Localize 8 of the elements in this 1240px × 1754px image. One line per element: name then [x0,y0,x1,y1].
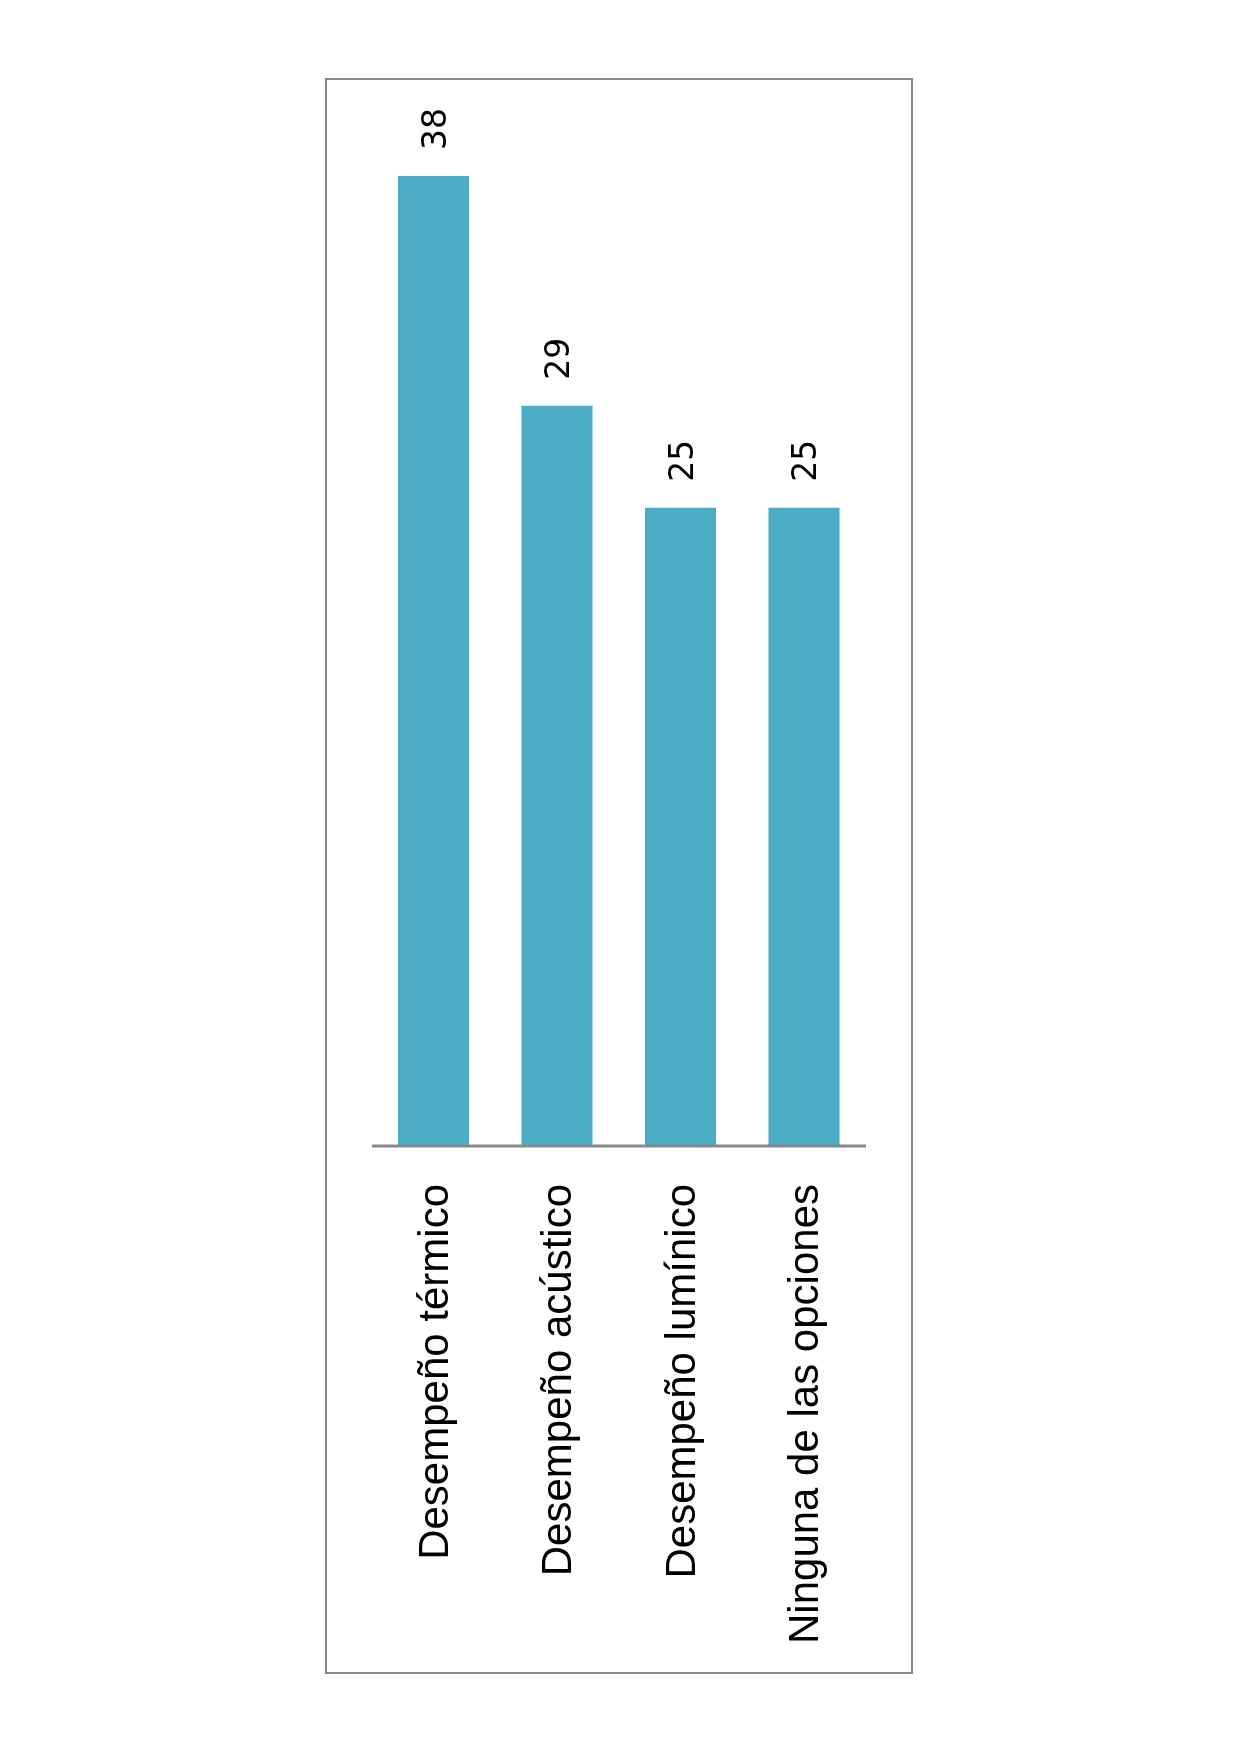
data-label: 25 [785,439,824,482]
data-label: 38 [414,108,454,150]
x-tick-label: Desempeño acústico [533,1184,581,1577]
data-label: 29 [538,337,577,380]
x-tick-label: Desempeño térmico [409,1184,457,1560]
x-tick-label: Ninguna de las opciones [780,1184,828,1644]
x-tick-label: Desempeño lumínico [656,1184,704,1579]
data-label: 25 [661,439,701,482]
